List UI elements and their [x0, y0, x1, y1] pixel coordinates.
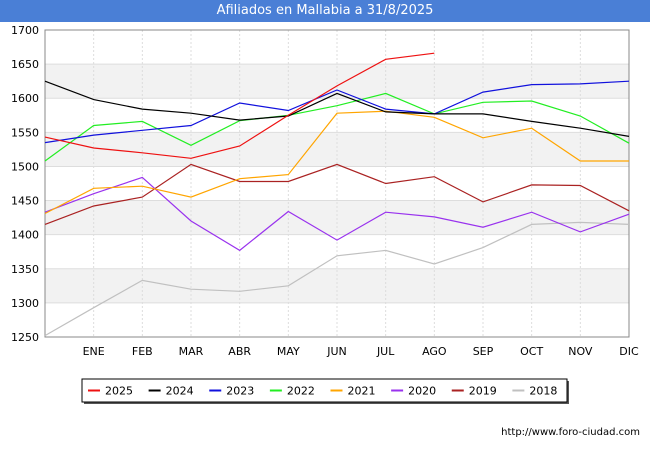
y-tick-label: 1250	[11, 331, 39, 344]
source-url[interactable]: http://www.foro-ciudad.com	[501, 427, 640, 438]
series-line-2024	[44, 80, 630, 137]
x-tick-label: DIC	[619, 345, 639, 358]
x-tick-label: ENE	[83, 345, 105, 358]
x-tick-label: FEB	[132, 345, 153, 358]
series-line-2025	[44, 52, 435, 159]
y-tick-label: 1600	[11, 92, 39, 105]
grid-band	[45, 64, 629, 99]
chart-title: Afiliados en Mallabia a 31/8/2025	[0, 0, 650, 22]
legend-label-2022: 2022	[287, 385, 315, 398]
legend-label-2020: 2020	[408, 385, 436, 398]
series-line-2018	[44, 221, 630, 337]
x-tick-label: ABR	[228, 345, 251, 358]
x-tick-label: SEP	[473, 345, 494, 358]
y-tick-label: 1500	[11, 160, 39, 173]
series-line-2019	[44, 163, 630, 225]
y-tick-label: 1300	[11, 297, 39, 310]
legend-label-2018: 2018	[529, 385, 557, 398]
legend-label-2023: 2023	[226, 385, 254, 398]
x-tick-label: JUN	[326, 345, 347, 358]
x-tick-label: MAR	[179, 345, 204, 358]
plot-frame	[44, 29, 630, 338]
y-tick-label: 1450	[11, 195, 39, 208]
series-line-2023	[44, 80, 630, 144]
grid-band	[45, 200, 629, 235]
x-tick-label: JUL	[376, 345, 395, 358]
legend-label-2025: 2025	[105, 385, 133, 398]
legend-box	[81, 378, 568, 403]
grid-band	[45, 132, 629, 167]
y-tick-label: 1650	[11, 58, 39, 71]
y-tick-label: 1700	[11, 24, 39, 37]
x-tick-label: NOV	[568, 345, 593, 358]
series-line-2020	[44, 176, 630, 252]
y-tick-label: 1350	[11, 263, 39, 276]
legend-label-2021: 2021	[348, 385, 376, 398]
x-tick-label: AGO	[422, 345, 447, 358]
legend-label-2024: 2024	[166, 385, 194, 398]
y-tick-label: 1400	[11, 229, 39, 242]
series-line-2022	[44, 92, 630, 162]
series-line-2021	[44, 110, 629, 215]
x-tick-label: MAY	[277, 345, 300, 358]
legend-label-2019: 2019	[469, 385, 497, 398]
x-tick-label: OCT	[520, 345, 543, 358]
y-tick-label: 1550	[11, 126, 39, 139]
